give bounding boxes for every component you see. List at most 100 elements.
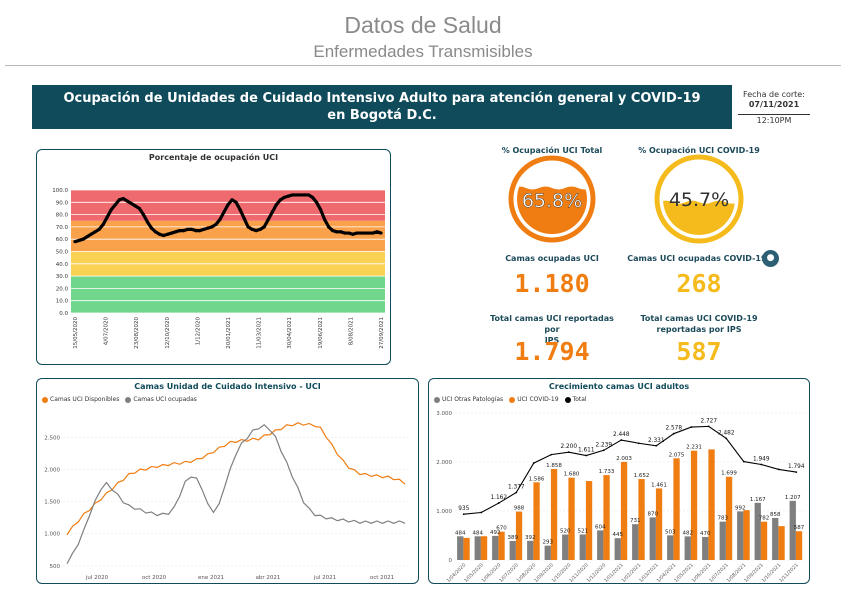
bar-other [702, 536, 709, 560]
bar-label-covid: 2.231 [686, 445, 702, 451]
occupancy-point [182, 228, 186, 233]
occupancy-point [157, 232, 162, 236]
occupancy-point [186, 227, 190, 231]
occupancy-point [242, 216, 246, 220]
total-label: 2.448 [613, 432, 630, 438]
bar-covid [480, 536, 488, 560]
bar-other [457, 536, 464, 560]
y-tick-label: 30.0 [56, 274, 69, 280]
series-line-f07d12 [66, 422, 406, 536]
occupancy-point [218, 217, 222, 222]
occupancy-point [266, 217, 270, 222]
y-tick-label: 80.0 [56, 213, 69, 219]
occupancy-chart-panel[interactable]: Porcentaje de ocupación UCI 0.0 10.0 20.0 3… [36, 149, 391, 365]
bar-other [649, 517, 656, 560]
bar-label-covid: 1.858 [546, 463, 562, 469]
y-tick-label: 2.000 [436, 460, 452, 466]
bar-label-other: 503 [665, 529, 676, 535]
occupancy-point [153, 230, 158, 234]
total-point [515, 491, 518, 494]
bar-label-other: 870 [648, 511, 659, 517]
bar-other [684, 536, 691, 560]
total-label: 1.611 [578, 448, 595, 454]
occupancy-point [97, 227, 101, 231]
kpi-covid-reported-title-line1: Total camas UCI COVID-19 [640, 314, 758, 323]
bar-label-other: 1.167 [750, 497, 766, 503]
bar-label-covid: 2.003 [616, 456, 632, 462]
bar-label-covid: 1.733 [599, 469, 615, 475]
cutoff-date-box: Fecha de corte: 07/11/2021 12:10PM [738, 88, 810, 130]
occupancy-point [339, 230, 343, 234]
occupancy-point [363, 231, 367, 235]
kpi-occupied-beds-title: Camas ocupadas UCI [505, 254, 599, 263]
bar-covid [690, 450, 698, 560]
bar-other [772, 517, 779, 560]
y-tick-label: 50.0 [56, 250, 69, 256]
total-point [620, 439, 623, 441]
y-tick-label: 20.0 [56, 286, 69, 292]
total-label: 2.482 [718, 430, 735, 436]
bar-covid [533, 482, 540, 560]
occupancy-point [202, 227, 206, 231]
occupancy-point [286, 194, 290, 198]
total-point [777, 468, 780, 471]
bar-other [597, 530, 604, 560]
bar-other [789, 500, 796, 560]
total-point [672, 432, 675, 435]
occupancy-point [101, 222, 105, 227]
total-point [567, 451, 570, 454]
occupancy-point [355, 231, 359, 235]
occupancy-point [375, 230, 379, 234]
total-point [585, 454, 588, 457]
occupancy-point [347, 231, 351, 235]
gauge-value: 45.7% [669, 189, 729, 211]
occupancy-point [282, 195, 286, 199]
x-tick-label: abr 2021 [256, 575, 281, 581]
x-tick-label: 12/10/2020 [165, 317, 171, 349]
bar-label-other: 858 [770, 512, 781, 518]
info-icon[interactable]: ● [762, 250, 779, 267]
bar-label-other: 293 [543, 540, 554, 546]
y-tick-label: 0 [449, 558, 453, 564]
occupancy-point [371, 231, 375, 235]
occupancy-point [290, 193, 295, 197]
band [71, 276, 385, 313]
bar-covid [708, 449, 715, 560]
y-tick-label: 10.0 [56, 299, 69, 305]
total-label: 1.794 [788, 464, 805, 470]
bar-covid [760, 521, 768, 560]
legend-label-other: UCI Otras Patologías [442, 396, 504, 403]
y-tick-label: 1.000 [436, 509, 452, 515]
occupancy-point [105, 215, 109, 219]
x-tick-label: 19/06/2021 [318, 317, 324, 349]
total-label: 1.162 [490, 495, 507, 501]
y-tick-label: 0.0 [59, 311, 68, 317]
icu-beds-legend: Camas UCI Disponibles Camas UCI ocupadas [42, 396, 197, 403]
bar-label-other: 445 [613, 532, 624, 538]
occupancy-point [137, 206, 142, 211]
occupancy-point [133, 204, 137, 208]
occupancy-point [194, 228, 198, 233]
bar-label-other: 604 [595, 524, 606, 530]
y-tick-label: 90.0 [56, 200, 69, 206]
icu-beds-chart-panel[interactable]: Camas Unidad de Cuidado Intensivo - UCI … [36, 378, 419, 584]
occupancy-point [89, 232, 93, 236]
cutoff-divider [738, 114, 810, 115]
page-subtitle: Enfermedades Transmisibles [313, 42, 533, 61]
x-tick-label: ene 2021 [198, 575, 224, 581]
total-point [795, 471, 798, 473]
kpi-covid-beds-label: Camas UCI ocupadas COVID-19* [627, 254, 771, 263]
total-point [602, 449, 605, 452]
cutoff-time: 12:10PM [756, 116, 792, 125]
bar-label-other: 520 [560, 529, 571, 535]
occupancy-point [294, 193, 299, 197]
occupancy-point [178, 228, 182, 233]
y-tick-label: 40.0 [56, 262, 69, 268]
occupancy-point [129, 201, 133, 206]
occupancy-point [149, 226, 154, 230]
icu-growth-chart-panel[interactable]: Crecimiento camas UCI adultos UCI Otras … [428, 378, 810, 584]
x-tick-label: 8/08/2021 [348, 317, 354, 345]
x-tick-label: oct 2020 [142, 575, 167, 581]
occupancy-point [113, 203, 117, 207]
bar-covid [655, 488, 663, 560]
